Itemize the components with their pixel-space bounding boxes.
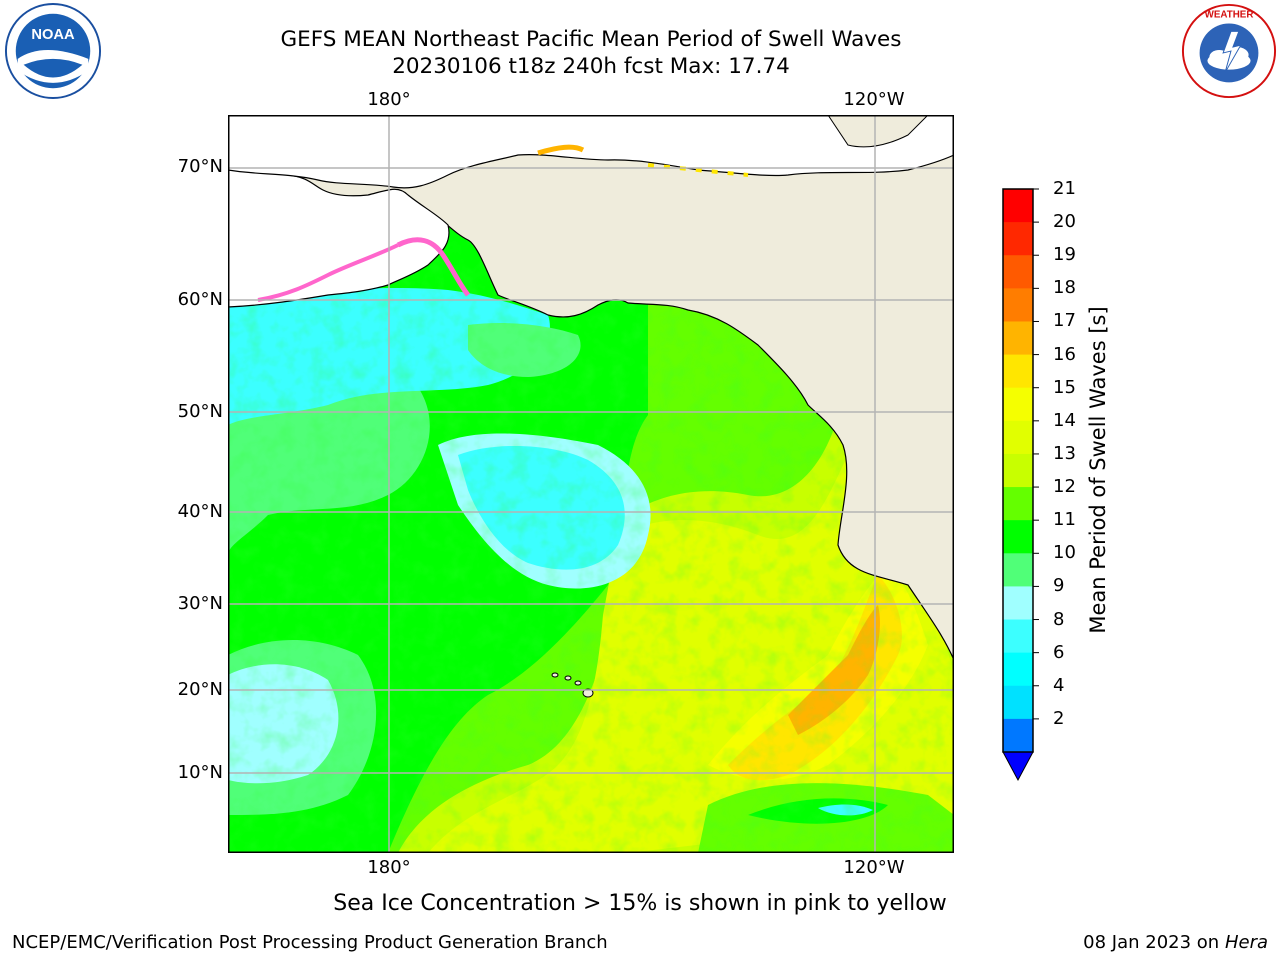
colorbar-tick-label: 19	[1053, 244, 1076, 266]
footer-host: Hera	[1224, 932, 1268, 953]
noaa-logo: NOAA	[4, 2, 102, 100]
colorbar-segment	[1003, 255, 1033, 289]
lon-label-top-180: 180°	[367, 89, 411, 110]
graticule	[228, 115, 954, 853]
lon-label-top-120w: 120°W	[843, 89, 905, 110]
colorbar-segment	[1003, 619, 1033, 654]
colorbar-tick-label: 8	[1053, 608, 1065, 630]
colorbar-tick-label: 20	[1053, 211, 1076, 233]
footer-date-text: 08 Jan 2023 on	[1083, 932, 1225, 953]
noaa-logo-text: NOAA	[31, 27, 75, 43]
arctic-ocean-area	[228, 115, 954, 188]
colorbar-segment	[1003, 288, 1033, 322]
lat-label-50n: 50°N	[177, 401, 223, 422]
lat-label-20n: 20°N	[177, 679, 223, 700]
colorbar-tick-label: 10	[1053, 542, 1076, 564]
colorbar-segment	[1003, 520, 1033, 554]
colorbar-under-arrow	[1002, 751, 1034, 782]
colorbar-tick-label: 17	[1053, 310, 1076, 332]
colorbar-tick-label: 14	[1053, 409, 1076, 431]
colorbar-segment	[1003, 553, 1033, 587]
lat-label-60n: 60°N	[177, 289, 223, 310]
lat-label-70n: 70°N	[177, 156, 223, 177]
footer-date: 08 Jan 2023 on Hera	[1083, 932, 1268, 953]
colorbar-tick-label: 11	[1053, 509, 1076, 531]
colorbar-segment	[1003, 652, 1033, 687]
swell-period-map	[228, 115, 954, 853]
lat-label-40n: 40°N	[177, 501, 223, 522]
colorbar-segment	[1003, 321, 1033, 356]
sea-ice-bering	[396, 237, 470, 297]
lon-label-bottom-180: 180°	[367, 857, 411, 878]
bering-strait-sea-area	[228, 168, 449, 307]
colorbar-segment	[1003, 354, 1033, 389]
colorbar-segment	[1003, 387, 1033, 422]
chart-title: GEFS MEAN Northeast Pacific Mean Period …	[280, 27, 902, 52]
coastline-arctic	[228, 154, 954, 189]
lat-label-30n: 30°N	[177, 593, 223, 614]
chart-subtitle: 20230106 t18z 240h fcst Max: 17.74	[392, 54, 790, 79]
colorbar-segment	[1003, 487, 1033, 521]
colorbar	[1002, 188, 1039, 782]
hawaiian-islands	[551, 672, 594, 698]
sea-ice-bering-2	[257, 243, 399, 302]
nws-logo: WEATHER	[1181, 3, 1277, 99]
colorbar-segment	[1003, 718, 1033, 753]
footer-credit: NCEP/EMC/Verification Post Processing Pr…	[12, 932, 608, 953]
colorbar-frame	[1002, 188, 1034, 753]
svg-text:WEATHER: WEATHER	[1205, 10, 1254, 21]
colorbar-tick-label: 6	[1053, 641, 1065, 663]
colorbar-label: Mean Period of Swell Waves [s]	[1086, 306, 1110, 634]
map-frame	[228, 115, 954, 853]
colorbar-segment	[1003, 420, 1033, 455]
colorbar-tick-label: 13	[1053, 442, 1076, 464]
colorbar-segment	[1003, 189, 1033, 223]
colorbar-tick-label: 2	[1053, 707, 1065, 729]
sea-ice-note: Sea Ice Concentration > 15% is shown in …	[333, 891, 947, 916]
colorbar-tick-label: 15	[1053, 376, 1076, 398]
colorbar-segment	[1003, 453, 1033, 488]
coastline-bering	[228, 167, 450, 308]
land-arctic-islands	[827, 115, 929, 148]
colorbar-tick-label: 4	[1053, 674, 1065, 696]
lat-label-10n: 10°N	[177, 762, 223, 783]
colorbar-tick-label: 16	[1053, 343, 1076, 365]
colorbar-tick-label: 9	[1053, 575, 1065, 597]
colorbar-tick-label: 21	[1053, 178, 1076, 199]
lon-label-bottom-120w: 120°W	[843, 857, 905, 878]
colorbar-segment	[1003, 222, 1033, 256]
colorbar-segment	[1003, 586, 1033, 621]
sea-ice-arctic-1	[537, 144, 585, 156]
colorbar-tick-label: 12	[1053, 476, 1076, 498]
colorbar-tick-label: 18	[1053, 277, 1076, 299]
sea-ice-arctic-2	[647, 163, 749, 177]
colorbar-segment	[1003, 685, 1033, 720]
